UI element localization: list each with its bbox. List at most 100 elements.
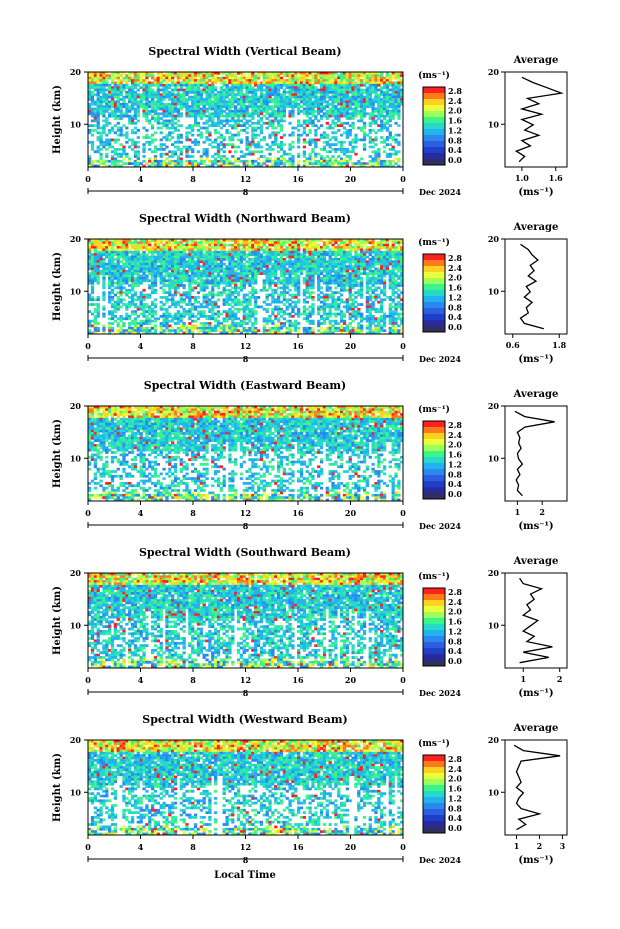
colorbar-tick-label: 0.8: [448, 469, 462, 479]
colorbar-swatch: [423, 803, 445, 810]
avg-y-tick-label: 20: [488, 568, 500, 578]
panel-title: Spectral Width (Northward Beam): [139, 212, 351, 225]
average-title: Average: [513, 222, 559, 233]
colorbar-tick-label: 2.4: [448, 764, 462, 774]
colorbar-swatch: [423, 487, 445, 494]
avg-x-tick-label: 2: [537, 841, 543, 851]
colorbar-swatch: [423, 451, 445, 458]
avg-x-axis-label: (ms⁻¹): [518, 855, 553, 866]
colorbar-swatch: [423, 290, 445, 297]
colorbar-swatch: [423, 141, 445, 148]
colorbar-tick-label: 1.2: [448, 292, 462, 302]
x-tick-label: 20: [345, 675, 357, 685]
colorbar-tick-label: 2.0: [448, 106, 462, 116]
colorbar-tick-label: 1.2: [448, 125, 462, 135]
colorbar-swatch: [423, 427, 445, 434]
y-tick-label: 20: [70, 67, 82, 77]
x-tick-label: 0: [85, 842, 91, 852]
panel-1: Spectral Width (Northward Beam) 20 10 Heigh…: [52, 212, 568, 365]
colorbar-frame: [422, 86, 446, 166]
colorbar-tick-label: 2.0: [448, 774, 462, 784]
colorbar-swatch: [423, 278, 445, 285]
colorbar-tick-label: 1.2: [448, 626, 462, 636]
x-tick-label: 16: [292, 508, 304, 518]
colorbar-swatch: [423, 809, 445, 816]
colorbar-tick-label: 0.8: [448, 803, 462, 813]
y-tick-label: 10: [70, 453, 82, 463]
colorbar-tick-label: 0.4: [448, 479, 462, 489]
colorbar-swatch: [423, 159, 445, 166]
colorbar-tick-label: 2.8: [448, 420, 462, 430]
avg-x-axis-label: (ms⁻¹): [518, 187, 553, 198]
colorbar-swatch: [423, 266, 445, 273]
colorbar-tick-label: 2.4: [448, 96, 462, 106]
y-axis-label: Height (km): [52, 586, 63, 655]
colorbar-swatch: [423, 421, 445, 428]
x-axis-label: Local Time: [214, 870, 276, 881]
colorbar-swatch: [423, 636, 445, 643]
avg-y-tick-label: 10: [488, 453, 500, 463]
avg-x-tick-label: 1: [514, 841, 520, 851]
date-label: Dec 2024: [419, 354, 461, 364]
colorbar-swatch: [423, 594, 445, 601]
x-tick-label: 4: [138, 341, 144, 351]
colorbar-swatch: [423, 642, 445, 649]
colorbar-tick-label: 0.4: [448, 145, 462, 155]
avg-y-tick-label: 10: [488, 286, 500, 296]
x-tick-label: 0: [400, 675, 406, 685]
colorbar-swatch: [423, 761, 445, 768]
colorbar-swatch: [423, 654, 445, 661]
colorbar-tick-label: 0.0: [448, 823, 462, 833]
colorbar-swatch: [423, 600, 445, 607]
colorbar-swatch: [423, 469, 445, 476]
x-tick-label: 8: [190, 174, 196, 184]
x-tick-label: 8: [190, 675, 196, 685]
colorbar-swatch: [423, 302, 445, 309]
colorbar-swatch: [423, 284, 445, 291]
x-tick-label: 20: [345, 842, 357, 852]
avg-y-tick-label: 20: [488, 234, 500, 244]
panel-title: Spectral Width (Westward Beam): [142, 713, 347, 726]
average-frame: [504, 572, 568, 669]
colorbar-swatch: [423, 791, 445, 798]
avg-y-tick-label: 10: [488, 787, 500, 797]
heatmap: [88, 72, 404, 168]
colorbar-swatch: [423, 326, 445, 333]
x-tick-label: 16: [292, 842, 304, 852]
colorbar-swatch: [423, 129, 445, 136]
avg-x-tick-label: 1.0: [515, 173, 529, 183]
y-tick-label: 10: [70, 119, 82, 129]
colorbar-frame: [422, 420, 446, 500]
panel-title: Spectral Width (Vertical Beam): [148, 45, 341, 58]
y-tick-label: 10: [70, 286, 82, 296]
colorbar-swatch: [423, 815, 445, 822]
colorbar-swatch: [423, 153, 445, 160]
colorbar-tick-label: 0.0: [448, 155, 462, 165]
colorbar-swatch: [423, 767, 445, 774]
colorbar-swatch: [423, 606, 445, 613]
average-frame: [504, 405, 568, 502]
colorbar-swatch: [423, 105, 445, 112]
colorbar-swatch: [423, 463, 445, 470]
colorbar-swatch: [423, 93, 445, 100]
date-label: Dec 2024: [419, 187, 461, 197]
colorbar-unit: (ms⁻¹): [418, 738, 450, 749]
average-title: Average: [513, 723, 559, 734]
colorbar-swatch: [423, 87, 445, 94]
colorbar-swatch: [423, 827, 445, 834]
avg-y-tick-label: 10: [488, 620, 500, 630]
day-label: 8: [243, 187, 249, 197]
avg-y-tick-label: 10: [488, 119, 500, 129]
y-axis-label: Height (km): [52, 85, 63, 154]
colorbar-tick-label: 1.6: [448, 283, 462, 293]
colorbar-swatch: [423, 314, 445, 321]
heatmap: [88, 239, 404, 335]
average-profile-line: [514, 76, 564, 163]
panel-3: Spectral Width (Southward Beam)2010Heigh…: [52, 546, 568, 699]
colorbar-tick-label: 0.0: [448, 322, 462, 332]
colorbar-swatch: [423, 111, 445, 118]
panel-0: Spectral Width (Vertical Beam) 20 10 Height…: [52, 45, 568, 198]
colorbar-tick-label: 0.0: [448, 656, 462, 666]
x-tick-label: 20: [345, 508, 357, 518]
colorbar-swatch: [423, 272, 445, 279]
